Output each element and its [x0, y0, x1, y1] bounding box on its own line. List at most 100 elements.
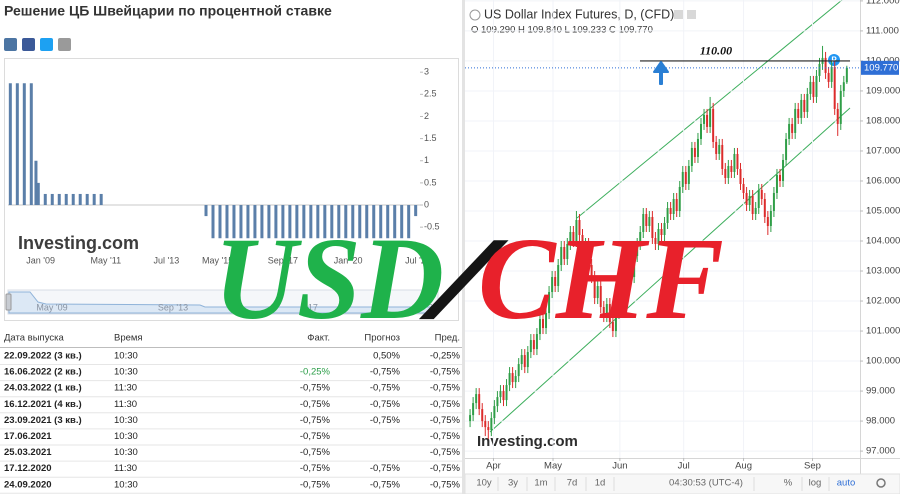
navigator-label: '17 — [306, 302, 318, 312]
candle-body — [578, 219, 581, 236]
bar — [15, 83, 19, 206]
candle-body — [614, 313, 617, 332]
candle-body — [672, 198, 675, 214]
table-cell: -0,75% — [430, 399, 461, 410]
y-tick-label: 100.000 — [866, 356, 900, 367]
candle-body — [496, 397, 499, 407]
toolbar-item[interactable]: 04:30:53 (UTC-4) — [669, 478, 743, 489]
candle-body — [642, 213, 645, 233]
x-tick-label: May '11 — [91, 255, 122, 265]
bar — [218, 205, 222, 239]
bar — [85, 193, 89, 206]
candle-body — [538, 319, 541, 335]
candle-body — [675, 198, 678, 211]
channel-lower — [489, 107, 851, 433]
y-tick-label: 98.000 — [866, 416, 895, 427]
candle-body — [611, 322, 614, 332]
y-tick-label: 0 — [424, 199, 429, 209]
symbol-icon[interactable] — [469, 9, 481, 21]
column-header: Прогноз — [364, 333, 400, 344]
candle-body — [475, 394, 478, 404]
table-cell: -0,75% — [300, 479, 331, 490]
toolbar-settings[interactable] — [876, 478, 886, 488]
column-header: Факт. — [307, 333, 330, 344]
candle-body — [827, 72, 830, 82]
x-tick-label: Sep — [804, 461, 821, 472]
table-cell: -0,75% — [430, 447, 461, 458]
column-header: Дата выпуска — [4, 333, 64, 344]
candle-body — [590, 265, 593, 278]
candle-body — [830, 66, 833, 82]
bar — [323, 205, 327, 239]
candle-body — [727, 165, 730, 178]
toolbar-item[interactable]: 10y — [476, 478, 492, 489]
bar — [386, 205, 390, 239]
settings-icon[interactable] — [674, 10, 683, 19]
share-mail[interactable] — [58, 38, 71, 51]
watermark: Investing.com — [18, 233, 139, 253]
table-cell: -0,75% — [430, 463, 461, 474]
table-cell: -0,75% — [300, 399, 331, 410]
table-cell: 24.03.2022 (1 кв.) — [4, 383, 82, 394]
toolbar-item[interactable]: 1d — [595, 478, 606, 489]
candle-body — [815, 75, 818, 97]
y-tick-label: 2 — [424, 111, 429, 121]
toolbar-item[interactable]: 1m — [534, 478, 547, 489]
candle-body — [772, 192, 775, 211]
candle-body — [605, 304, 608, 317]
table-cell: 25.03.2021 — [4, 447, 52, 458]
badge-label: P — [831, 56, 837, 65]
toolbar-item[interactable]: 7d — [567, 478, 578, 489]
table-cell: -0,75% — [430, 415, 461, 426]
candle-body — [526, 352, 529, 368]
bar — [267, 205, 271, 239]
table-cell: -0,75% — [300, 431, 331, 442]
toolbar-item[interactable]: 3y — [508, 478, 518, 489]
table-cell: -0,75% — [300, 447, 331, 458]
candle-body — [636, 244, 639, 257]
x-tick-label: Apr — [486, 461, 501, 472]
share-vk[interactable] — [4, 38, 17, 51]
candle-body — [845, 67, 848, 83]
table-cell: -0,25% — [430, 351, 461, 362]
candle-body — [739, 168, 742, 184]
candle-body — [508, 373, 511, 386]
y-tick-label: 1 — [424, 155, 429, 165]
candle-body — [505, 385, 508, 401]
y-tick-label: 107.000 — [866, 145, 900, 156]
candle-body — [548, 292, 551, 314]
candle-body — [472, 403, 475, 416]
table-cell: 10:30 — [114, 367, 138, 378]
share-twitter[interactable] — [40, 38, 53, 51]
bar — [302, 205, 306, 239]
candle-body — [581, 235, 584, 251]
table-cell: 22.09.2022 (3 кв.) — [4, 351, 82, 362]
candle-body — [782, 159, 785, 181]
bar — [344, 205, 348, 239]
last-price-label: 109.770 — [864, 62, 898, 73]
bar — [372, 205, 376, 239]
candle-body — [681, 171, 684, 187]
table-cell: 23.09.2021 (3 кв.) — [4, 415, 82, 426]
x-tick-label: Jul — [678, 461, 690, 472]
candle-body — [730, 165, 733, 172]
table-cell: -0,75% — [370, 479, 401, 490]
toolbar-item[interactable]: auto — [837, 478, 856, 489]
candle-body — [657, 229, 660, 245]
candle-body — [824, 57, 827, 73]
navigator-handle[interactable] — [5, 293, 12, 311]
candle-body — [557, 265, 560, 287]
candle-body — [514, 376, 517, 383]
y-tick-label: 105.000 — [866, 206, 900, 217]
toolbar-item[interactable]: log — [809, 478, 822, 489]
close-icon[interactable] — [687, 10, 696, 19]
ohlc-label: O 109.290 H 109.840 L 109.233 C 109.770 — [471, 25, 653, 36]
share-facebook[interactable] — [22, 38, 35, 51]
candle-body — [788, 123, 791, 139]
table-cell: -0,25% — [300, 367, 331, 378]
x-tick-label: May — [544, 461, 562, 472]
toolbar-item[interactable]: % — [784, 478, 793, 489]
candle-body — [599, 286, 602, 308]
candle-body — [584, 244, 587, 251]
candle-body — [529, 340, 532, 353]
